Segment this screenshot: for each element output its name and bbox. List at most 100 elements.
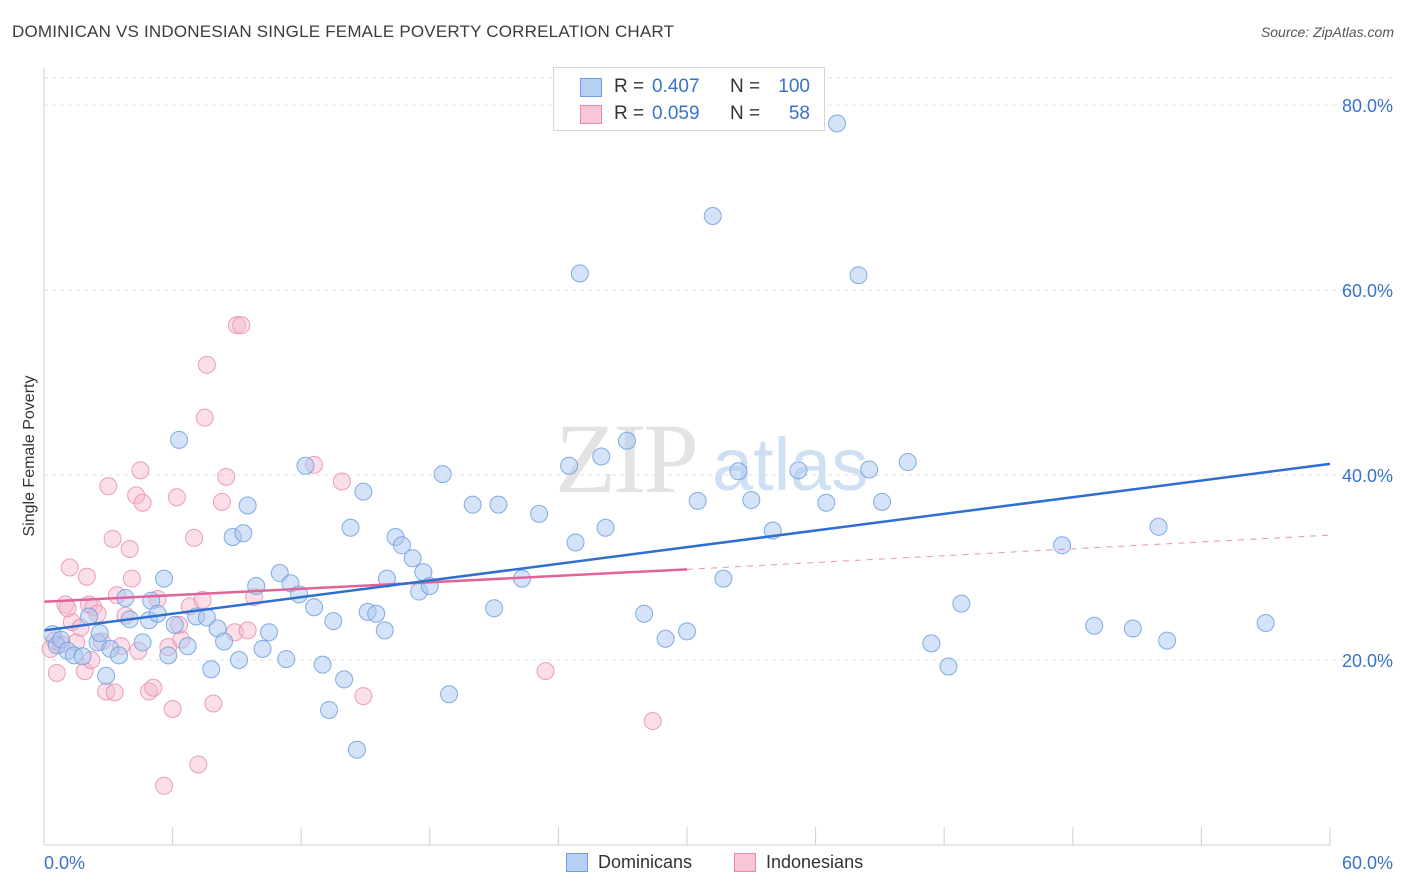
y-tick-label: 20.0% [1342, 651, 1393, 671]
dominican-point [1158, 631, 1177, 650]
legend-r-label: R = [614, 76, 645, 97]
dominican-point [354, 482, 373, 501]
indonesian-point [120, 540, 139, 558]
dominican-point [1149, 517, 1168, 536]
indonesian-point [643, 712, 662, 731]
dominican-point [296, 456, 315, 475]
indonesian-point [217, 467, 236, 486]
bottom-legend-label: Dominicans [598, 852, 693, 872]
indonesian-point [204, 694, 223, 713]
indonesian-point [163, 700, 182, 719]
dominican-point [922, 634, 941, 653]
indonesian-point [60, 558, 79, 577]
dominican-point [80, 607, 99, 626]
legend-n-value: 100 [778, 76, 810, 97]
dominican-point [440, 685, 459, 704]
legend-swatch-pink [580, 104, 602, 124]
dominican-point [202, 660, 221, 679]
dominican-point [463, 495, 482, 514]
dominican-point [433, 465, 452, 484]
legend-r-value: 0.059 [652, 103, 700, 124]
dominican-point [952, 594, 971, 613]
watermark: ZIP [555, 403, 696, 514]
dominican-point [592, 447, 611, 466]
indonesian-point [127, 486, 146, 505]
dominican-point [729, 462, 748, 481]
dominican-point [215, 632, 234, 651]
legend-n-label: N = [730, 76, 761, 97]
dominican-point [90, 624, 109, 643]
indonesian-point [189, 755, 208, 774]
dominican-point [97, 666, 116, 685]
dominican-point [133, 633, 152, 652]
dominican-point [320, 700, 339, 719]
indonesian-trend-line [43, 568, 688, 603]
dominican-point [1256, 614, 1275, 632]
dominican-point [570, 264, 589, 283]
indonesian-point [332, 472, 351, 491]
legend-row-indonesians: R = 0.059 N = 58 [580, 102, 810, 126]
dominican-point [489, 495, 508, 514]
dominican-point [566, 533, 585, 552]
indonesian-point [536, 662, 555, 681]
dominican-point [703, 207, 722, 225]
legend: R = 0.407 N = 100 R = 0.059 N = 58 [553, 67, 825, 131]
indonesian-point [232, 316, 251, 335]
dominican-point [1085, 616, 1104, 635]
indonesian-point [122, 569, 141, 588]
dominican-point [165, 615, 184, 634]
legend-n-value: 58 [788, 103, 810, 124]
dominican-point [635, 604, 654, 623]
dominican-point [789, 461, 808, 480]
indonesian-point [103, 529, 122, 548]
dominican-point [678, 622, 696, 641]
indonesian-point [47, 663, 66, 682]
y-tick-label: 40.0% [1342, 466, 1393, 486]
bottom-legend-swatch-pink [734, 853, 756, 872]
indonesian-point [58, 599, 77, 618]
dominican-point [155, 569, 174, 588]
dominican-point [817, 493, 836, 512]
legend-r-value: 0.407 [652, 76, 700, 97]
indonesian-trend-extension [686, 534, 1331, 570]
dominican-point [828, 114, 847, 133]
y-tick-label: 80.0% [1342, 96, 1393, 116]
bottom-legend-dominicans: Dominicans [566, 852, 692, 873]
dominican-point [234, 524, 253, 543]
bottom-legend-swatch-blue [566, 853, 588, 872]
indonesian-point [155, 776, 174, 795]
indonesian-point [77, 567, 96, 586]
indonesian-point [227, 316, 246, 335]
indonesian-point [144, 678, 163, 697]
dominican-point [341, 518, 360, 537]
source-label: Source: ZipAtlas.com [1260, 24, 1394, 40]
dominican-point [656, 629, 675, 648]
indonesian-point [131, 461, 150, 480]
bottom-legend-indonesians: Indonesians [734, 852, 863, 873]
dominican-point [367, 604, 386, 623]
legend-swatch-blue [580, 77, 602, 97]
dominican-point [178, 637, 197, 656]
indonesian-point [193, 590, 212, 609]
dominican-point [159, 646, 178, 665]
indonesian-point [238, 621, 257, 640]
dominican-point [403, 549, 422, 568]
indonesian-point [105, 683, 124, 702]
dominican-point [1053, 536, 1072, 555]
x-tick-label: 0.0% [44, 853, 85, 873]
dominican-point [238, 496, 257, 515]
legend-r-label: R = [614, 103, 645, 124]
dominican-point [596, 518, 615, 537]
dominican-point [253, 639, 272, 658]
dominican-point [230, 651, 249, 669]
indonesian-point [195, 408, 214, 427]
legend-n-label: N = [730, 103, 761, 124]
dominican-point [530, 504, 549, 523]
indonesian-point [99, 477, 118, 496]
dominican-point [110, 646, 129, 665]
dominican-point [277, 650, 296, 669]
legend-row-dominicans: R = 0.407 N = 100 [580, 75, 810, 99]
dominican-point [860, 460, 879, 479]
dominican-point [898, 453, 917, 472]
